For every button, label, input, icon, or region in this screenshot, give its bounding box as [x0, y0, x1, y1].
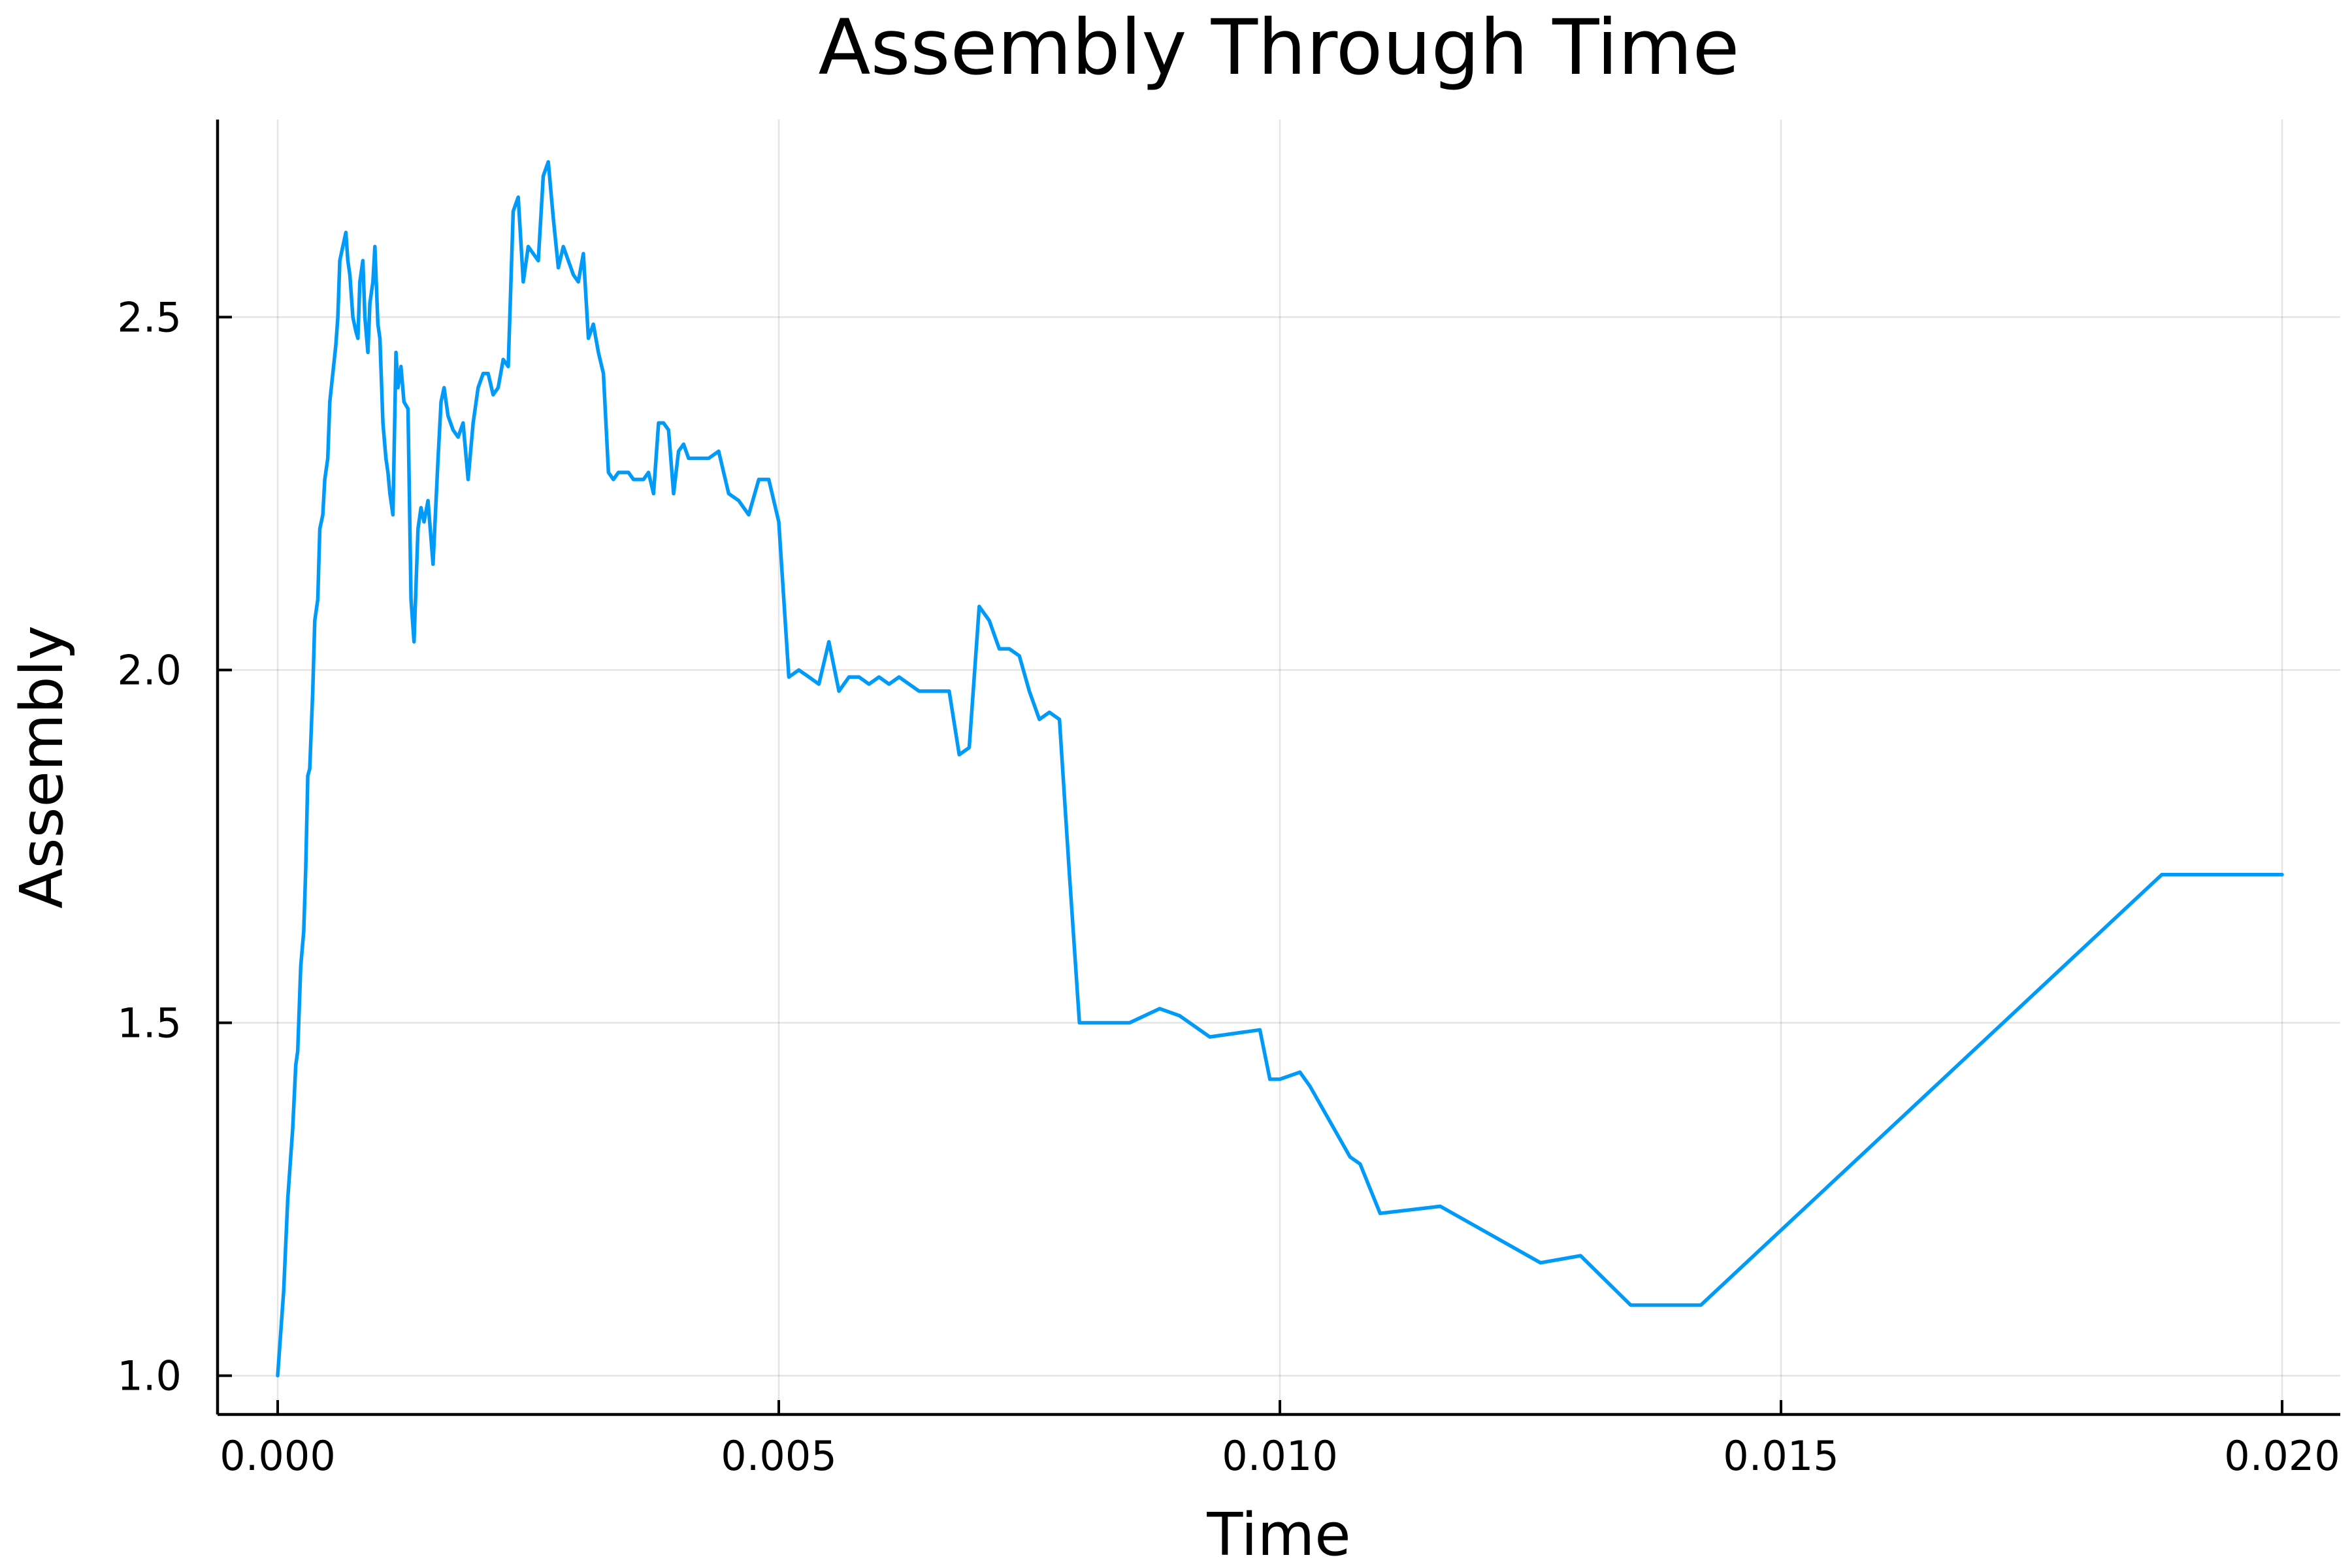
x-tick-label: 0.015 [1723, 1432, 1839, 1480]
y-tick-label: 1.0 [117, 1352, 182, 1400]
y-tick-label: 2.0 [117, 646, 182, 694]
x-tick-label: 0.020 [2224, 1432, 2340, 1480]
series-layer [276, 160, 2284, 1378]
grid-lines [218, 120, 2340, 1414]
x-tick-label: 0.000 [220, 1432, 336, 1480]
x-tick-label: 0.005 [721, 1432, 837, 1480]
ticks: 0.000 0.005 0.010 0.015 0.020 1.0 1.5 2.0 2.5 [117, 293, 2340, 1480]
series-line-0 [276, 160, 2284, 1378]
axes [216, 120, 2340, 1416]
chart-title: Assembly Through Time [819, 3, 1740, 92]
x-axis-title: Time [1206, 1501, 1350, 1568]
y-tick-label: 2.5 [117, 293, 182, 341]
y-tick-label: 1.5 [117, 1000, 182, 1047]
x-tick-label: 0.010 [1222, 1432, 1338, 1480]
y-axis-title: Assembly [8, 625, 76, 909]
